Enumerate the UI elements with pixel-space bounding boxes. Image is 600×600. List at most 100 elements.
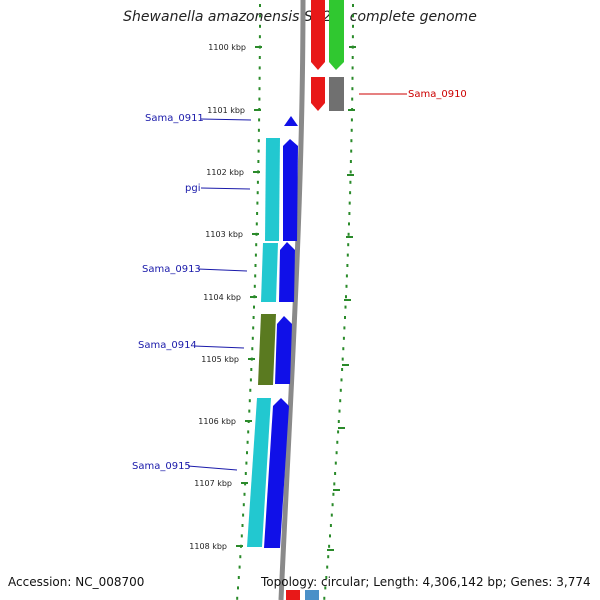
- accession-text: Accession: NC_008700: [8, 575, 145, 589]
- track-dot: [258, 35, 261, 39]
- track-dot: [256, 191, 259, 195]
- track-dot: [242, 503, 245, 507]
- track-dot: [350, 128, 353, 132]
- track-dot: [254, 274, 257, 278]
- left-gene-labels: Sama_0911 pgi Sama_0913 Sama_0914 Sama_0…: [132, 113, 252, 472]
- track-dot: [348, 212, 351, 215]
- track-dot: [330, 513, 333, 517]
- track-dot: [350, 149, 353, 153]
- gene-bar-gray-sama-0910[interactable]: [329, 77, 344, 111]
- track-dot: [339, 388, 342, 392]
- track-dot: [334, 472, 337, 475]
- track-dot: [252, 316, 255, 319]
- gene-label-sama-0910[interactable]: Sama_0910: [408, 89, 467, 100]
- cds-arrow-sama-0913[interactable]: [279, 242, 295, 302]
- track-dot: [258, 118, 261, 122]
- track-dot: [338, 409, 341, 413]
- gene-bar-sama-0914[interactable]: [258, 314, 276, 385]
- track-dot: [249, 388, 252, 392]
- gene-label-sama-0911[interactable]: Sama_0911: [145, 113, 204, 124]
- track-dot: [258, 97, 261, 101]
- track-dot: [257, 139, 260, 143]
- track-dot: [346, 264, 349, 267]
- track-dot: [247, 430, 250, 434]
- track-dot: [246, 440, 249, 444]
- track-dot: [252, 326, 255, 330]
- track-dot: [259, 24, 261, 28]
- track-dot: [348, 222, 350, 226]
- track-dot: [257, 128, 260, 132]
- track-dot: [238, 565, 241, 569]
- track-dot: [254, 253, 257, 257]
- track-dot: [248, 409, 251, 413]
- track-dot: [351, 76, 354, 80]
- track-dot: [344, 305, 347, 309]
- kbp-label: 1100 kbp: [208, 43, 246, 52]
- track-dot: [255, 222, 258, 226]
- gene-label-pgi[interactable]: pgi: [185, 183, 200, 194]
- track-dot: [245, 461, 248, 465]
- track-dot: [341, 368, 344, 371]
- track-dot: [239, 555, 242, 559]
- track-dot: [240, 534, 243, 538]
- track-dot: [345, 295, 347, 299]
- track-dot: [351, 97, 354, 101]
- gene-label-sama-0914[interactable]: Sama_0914: [138, 340, 197, 351]
- track-dot: [337, 420, 340, 423]
- track-dot: [259, 4, 261, 7]
- track-dot: [352, 4, 354, 7]
- gene-label-sama-0913[interactable]: Sama_0913: [142, 264, 201, 275]
- kbp-label: 1104 kbp: [203, 293, 241, 302]
- track-dot: [350, 139, 353, 143]
- track-dot: [242, 513, 245, 517]
- cds-arrow-sama-0914[interactable]: [275, 316, 292, 384]
- track-dot: [243, 492, 246, 496]
- track-dot: [349, 180, 352, 184]
- track-dot: [256, 201, 259, 205]
- track-dot: [328, 544, 331, 548]
- track-dot: [347, 232, 350, 236]
- track-dot: [332, 492, 335, 496]
- track-dot: [333, 482, 336, 486]
- gene-bar-green-upper[interactable]: [329, 0, 344, 70]
- track-dot: [255, 243, 258, 247]
- track-dot: [351, 66, 354, 70]
- track-dot: [346, 253, 349, 257]
- track-dot: [258, 76, 261, 80]
- track-dot: [244, 472, 247, 475]
- track-dot: [254, 264, 257, 267]
- cds-arrow-sama-0911[interactable]: [284, 116, 298, 126]
- track-dot: [246, 451, 248, 455]
- cds-arrow-pgi[interactable]: [283, 139, 298, 241]
- kbp-label: 1105 kbp: [201, 355, 239, 364]
- gene-bar-sama-0913[interactable]: [261, 243, 278, 302]
- gene-bar-blue-bottom[interactable]: [305, 590, 319, 600]
- gene-bar-red-upper[interactable]: [311, 0, 325, 70]
- track-dot: [329, 534, 331, 538]
- leader-line: [200, 187, 251, 190]
- track-dot: [325, 576, 328, 579]
- track-dot: [331, 503, 334, 507]
- track-dot: [342, 336, 345, 340]
- track-dot: [324, 586, 327, 590]
- gene-bar-pgi[interactable]: [265, 138, 280, 241]
- kbp-label: 1101 kbp: [207, 106, 245, 115]
- track-dot: [249, 378, 252, 382]
- track-dot: [351, 35, 354, 39]
- track-dot: [241, 524, 244, 527]
- leader-line: [197, 268, 248, 272]
- track-dot: [327, 555, 330, 559]
- gene-label-sama-0915[interactable]: Sama_0915: [132, 461, 191, 472]
- track-dot: [259, 14, 261, 18]
- gene-bar-red-sama-0910[interactable]: [311, 77, 325, 111]
- track-dot: [256, 180, 259, 184]
- track-dot: [253, 305, 255, 309]
- kbp-ticks: [236, 46, 356, 551]
- cds-arrow-sama-0915[interactable]: [264, 398, 289, 548]
- kbp-label: 1102 kbp: [206, 168, 244, 177]
- gene-bar-sama-0915[interactable]: [247, 398, 271, 547]
- track-dot: [352, 24, 354, 28]
- track-dot: [258, 87, 261, 91]
- gene-bar-red-bottom[interactable]: [286, 590, 300, 600]
